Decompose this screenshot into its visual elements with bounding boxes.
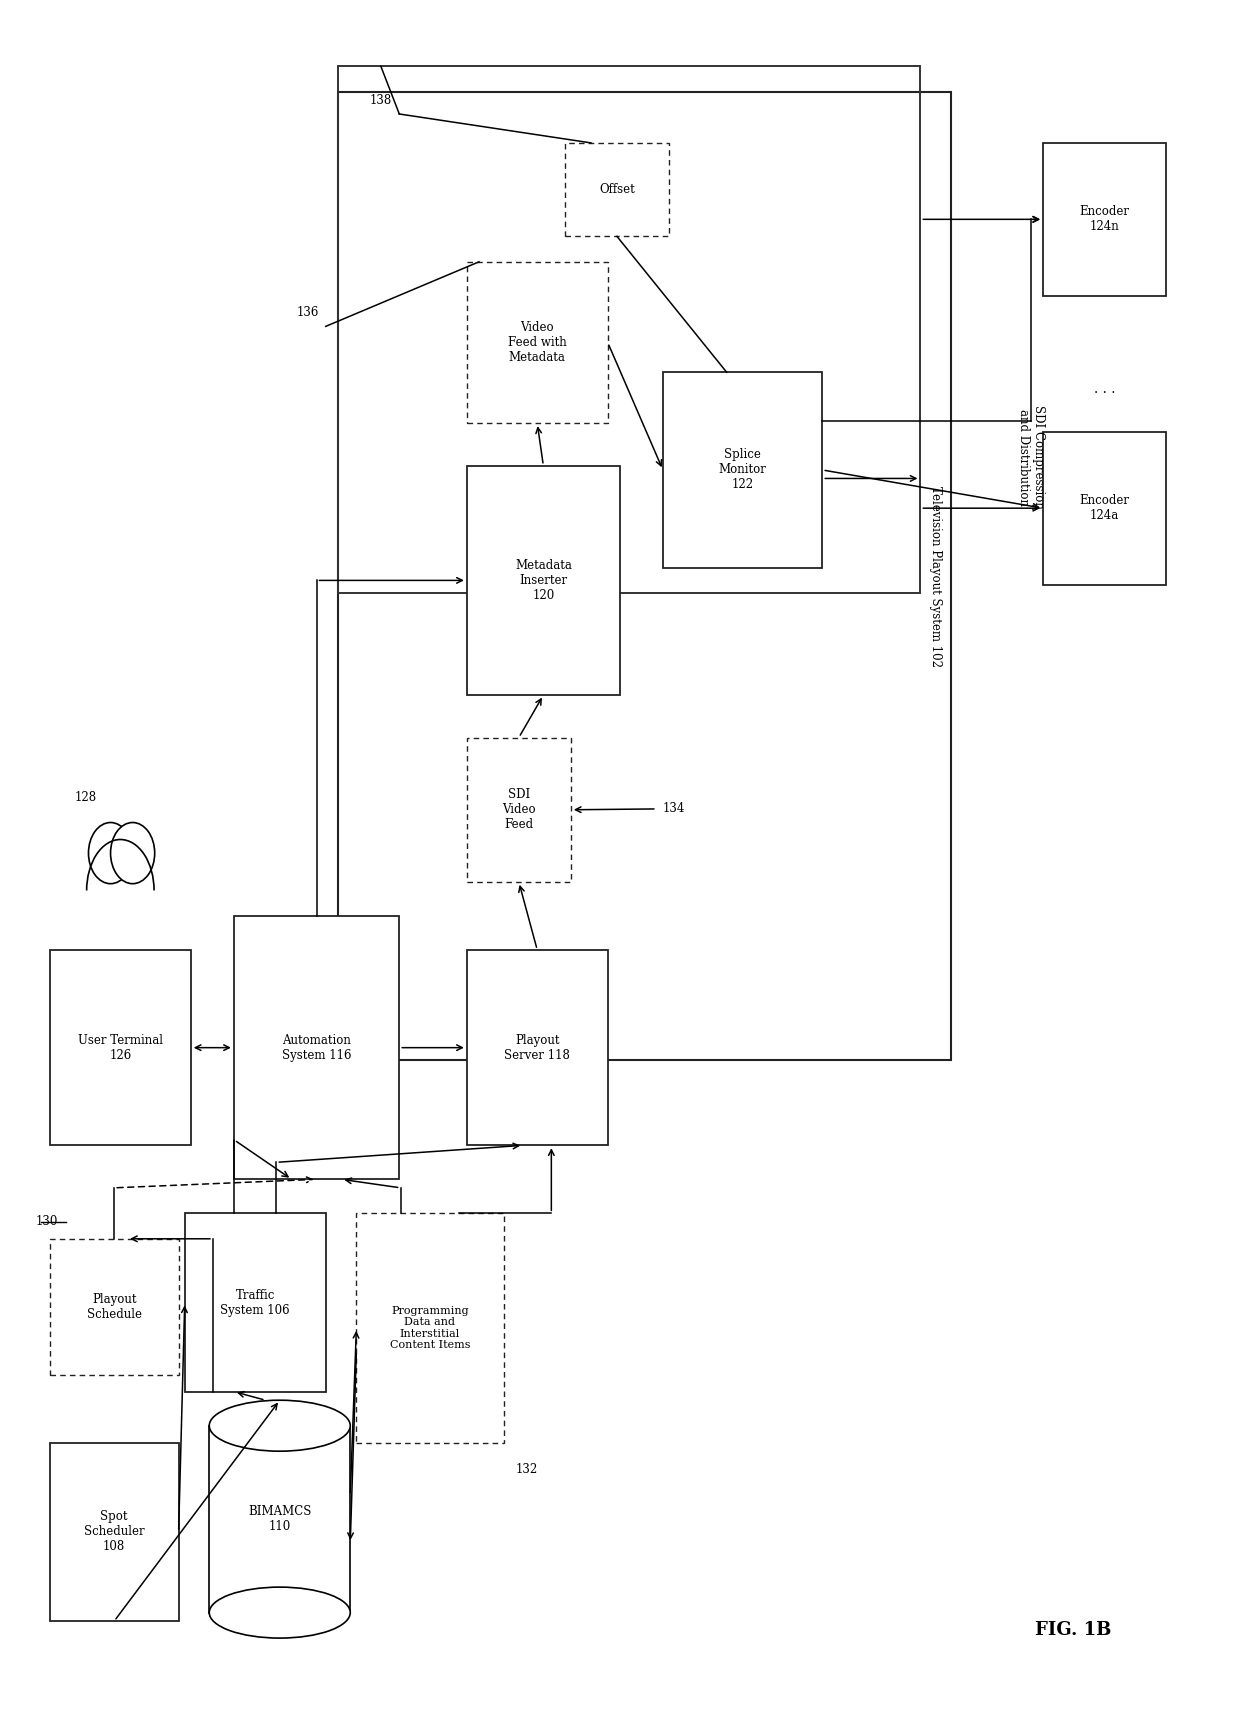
Text: Offset: Offset — [599, 183, 635, 195]
Text: Spot
Scheduler
108: Spot Scheduler 108 — [84, 1511, 145, 1554]
Bar — [466, 951, 608, 1146]
Bar — [466, 262, 608, 423]
Text: Television Playout System 102: Television Playout System 102 — [929, 486, 941, 666]
Text: 134: 134 — [663, 802, 686, 815]
Text: Encoder
124n: Encoder 124n — [1079, 206, 1130, 233]
Text: Traffic
System 106: Traffic System 106 — [221, 1288, 290, 1317]
Ellipse shape — [210, 1400, 350, 1451]
Bar — [663, 372, 822, 567]
Bar — [339, 93, 951, 1060]
Text: 128: 128 — [74, 790, 97, 803]
Bar — [1043, 432, 1166, 584]
Bar — [339, 67, 920, 593]
Bar — [50, 1238, 179, 1376]
Text: Metadata
Inserter
120: Metadata Inserter 120 — [515, 558, 572, 601]
Bar — [185, 1213, 326, 1391]
Text: User Terminal
126: User Terminal 126 — [78, 1033, 162, 1062]
Text: 130: 130 — [35, 1215, 57, 1228]
Bar — [50, 1442, 179, 1620]
Text: SDI Compression
and Distribution: SDI Compression and Distribution — [1017, 406, 1045, 509]
Bar — [466, 738, 570, 882]
Text: FIG. 1B: FIG. 1B — [1035, 1620, 1112, 1639]
Text: Playout
Schedule: Playout Schedule — [87, 1293, 141, 1321]
Text: Automation
System 116: Automation System 116 — [281, 1033, 351, 1062]
Ellipse shape — [210, 1588, 350, 1638]
Circle shape — [88, 822, 133, 884]
Bar — [50, 951, 191, 1146]
Circle shape — [110, 822, 155, 884]
Bar — [356, 1213, 503, 1442]
Text: . . .: . . . — [1094, 382, 1115, 396]
Text: 138: 138 — [370, 94, 392, 106]
Text: 136: 136 — [296, 307, 319, 319]
Bar — [565, 142, 670, 236]
Text: SDI
Video
Feed: SDI Video Feed — [502, 788, 536, 831]
Text: Encoder
124a: Encoder 124a — [1079, 493, 1130, 522]
Text: Video
Feed with
Metadata: Video Feed with Metadata — [508, 320, 567, 365]
Text: Splice
Monitor
122: Splice Monitor 122 — [719, 449, 766, 492]
Text: BIMAMCS
110: BIMAMCS 110 — [248, 1506, 311, 1533]
Text: Programming
Data and
Interstitial
Content Items: Programming Data and Interstitial Conten… — [389, 1305, 470, 1350]
Text: 132: 132 — [516, 1463, 538, 1477]
Text: Playout
Server 118: Playout Server 118 — [505, 1033, 570, 1062]
Bar — [234, 916, 399, 1179]
Bar — [466, 466, 620, 695]
Bar — [1043, 142, 1166, 296]
